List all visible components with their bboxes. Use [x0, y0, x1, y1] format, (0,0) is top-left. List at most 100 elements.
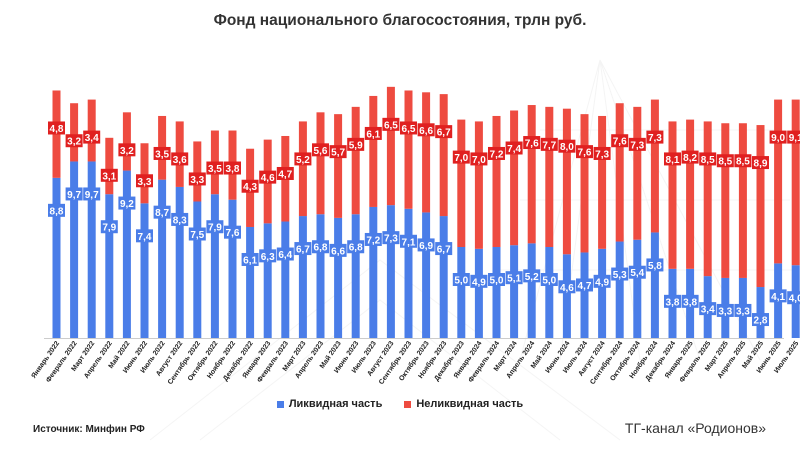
bar-illiquid: [615, 103, 624, 242]
data-label-bg-illiquid: [646, 130, 664, 144]
data-label-bg-illiquid: [540, 137, 558, 151]
data-label-liquid: 5,0: [454, 276, 468, 287]
data-label-bg-liquid: [716, 303, 734, 317]
bar-illiquid: [738, 123, 747, 278]
data-label-bg-liquid: [787, 291, 800, 305]
data-label-bg-illiquid: [65, 134, 83, 148]
data-label-liquid: 4,9: [595, 277, 609, 288]
bar-liquid: [87, 161, 96, 338]
bar-liquid: [580, 252, 589, 338]
data-label-illiquid: 8,1: [666, 155, 680, 166]
data-label-bg-illiquid: [206, 161, 224, 175]
data-label-liquid: 3,4: [701, 305, 715, 316]
data-label-bg-liquid: [347, 240, 365, 254]
data-label-liquid: 4,9: [472, 277, 486, 288]
data-label-illiquid: 3,8: [226, 164, 240, 175]
bar-liquid: [422, 212, 431, 338]
bar-illiquid: [298, 121, 307, 217]
bar-illiquid: [492, 115, 501, 248]
data-label-illiquid: 8,5: [736, 157, 750, 168]
data-label-liquid: 8,3: [173, 215, 187, 226]
data-label-liquid: 5,2: [525, 272, 539, 283]
data-label-bg-liquid: [118, 196, 136, 210]
legend-item-liquid: Ликвидная часть: [276, 398, 382, 410]
data-label-liquid: 5,0: [490, 276, 504, 287]
data-label-illiquid: 7,6: [613, 137, 627, 148]
bar-illiquid: [545, 106, 554, 247]
data-label-bg-liquid: [699, 302, 717, 316]
legend-label-illiquid: Неликвидная часть: [416, 398, 524, 410]
bar-liquid: [510, 245, 519, 338]
data-label-illiquid: 7,3: [648, 133, 662, 144]
data-label-liquid: 7,9: [208, 223, 222, 234]
data-label-liquid: 7,4: [138, 232, 152, 243]
bar-liquid: [70, 161, 79, 338]
data-label-illiquid: 4,6: [261, 173, 275, 184]
source-note: Источник: Минфин РФ: [33, 424, 145, 435]
data-label-bg-liquid: [576, 278, 593, 292]
data-label-illiquid: 7,6: [525, 139, 539, 150]
data-label-bg-illiquid: [505, 141, 523, 155]
data-label-bg-illiquid: [488, 146, 505, 160]
data-label-illiquid: 5,9: [349, 140, 363, 151]
data-label-bg-liquid: [65, 187, 83, 201]
data-label-bg-illiquid: [312, 143, 329, 157]
bar-illiquid: [580, 114, 589, 253]
bar-illiquid: [422, 92, 431, 213]
data-label-bg-liquid: [470, 274, 488, 288]
data-label-liquid: 5,1: [507, 274, 521, 285]
bar-illiquid: [703, 121, 712, 277]
legend-swatch-liquid: [276, 400, 284, 408]
bar-illiquid: [527, 105, 536, 244]
data-label-illiquid: 8,0: [560, 142, 574, 153]
bar-illiquid: [369, 95, 378, 207]
data-label-bg-illiquid: [136, 174, 153, 188]
data-label-bg-liquid: [417, 238, 435, 252]
data-label-bg-illiquid: [364, 126, 382, 140]
data-label-liquid: 6,7: [437, 245, 451, 256]
data-label-illiquid: 4,8: [50, 124, 64, 135]
data-label-liquid: 2,8: [754, 316, 768, 327]
bar-illiquid: [404, 90, 413, 209]
data-label-bg-illiquid: [470, 152, 488, 166]
data-label-bg-liquid: [681, 294, 699, 308]
data-label-bg-liquid: [488, 273, 505, 286]
data-label-liquid: 9,7: [67, 190, 81, 201]
bar-illiquid: [721, 123, 730, 278]
data-label-illiquid: 3,1: [102, 171, 116, 182]
bar-illiquid: [193, 141, 202, 202]
data-label-liquid: 3,3: [736, 306, 750, 317]
bar-liquid: [351, 214, 360, 338]
bar-liquid: [527, 243, 536, 338]
legend-swatch-illiquid: [404, 400, 412, 408]
legend-item-illiquid: Неликвидная часть: [404, 398, 523, 410]
data-label-liquid: 5,0: [542, 276, 556, 287]
data-label-bg-illiquid: [48, 121, 65, 135]
bar-illiquid: [668, 121, 677, 269]
bar-liquid: [210, 194, 219, 338]
bar-liquid: [404, 208, 413, 338]
data-label-bg-liquid: [611, 267, 629, 281]
data-label-bg-liquid: [153, 205, 171, 219]
data-label-bg-liquid: [276, 247, 294, 261]
data-label-liquid: 8,7: [155, 208, 169, 219]
bar-illiquid: [439, 94, 448, 217]
data-label-illiquid: 7,7: [542, 140, 556, 151]
data-label-liquid: 7,9: [102, 223, 116, 234]
data-label-liquid: 9,7: [85, 190, 99, 201]
data-label-liquid: 5,4: [630, 268, 644, 279]
bar-liquid: [369, 206, 378, 338]
data-label-bg-liquid: [540, 273, 558, 286]
bar-illiquid: [457, 119, 466, 247]
data-label-bg-illiquid: [153, 146, 171, 160]
data-label-bg-illiquid: [611, 134, 629, 148]
bar-liquid: [193, 201, 202, 338]
data-label-bg-liquid: [48, 203, 65, 217]
data-label-illiquid: 3,3: [138, 177, 152, 188]
chart-title: Фонд национального благосостояния, трлн …: [213, 12, 587, 29]
data-label-liquid: 4,1: [771, 292, 785, 303]
data-label-liquid: 7,5: [190, 230, 204, 241]
x-tick-label: Сентябрь 2024: [588, 339, 624, 386]
data-label-bg-liquid: [100, 220, 118, 234]
